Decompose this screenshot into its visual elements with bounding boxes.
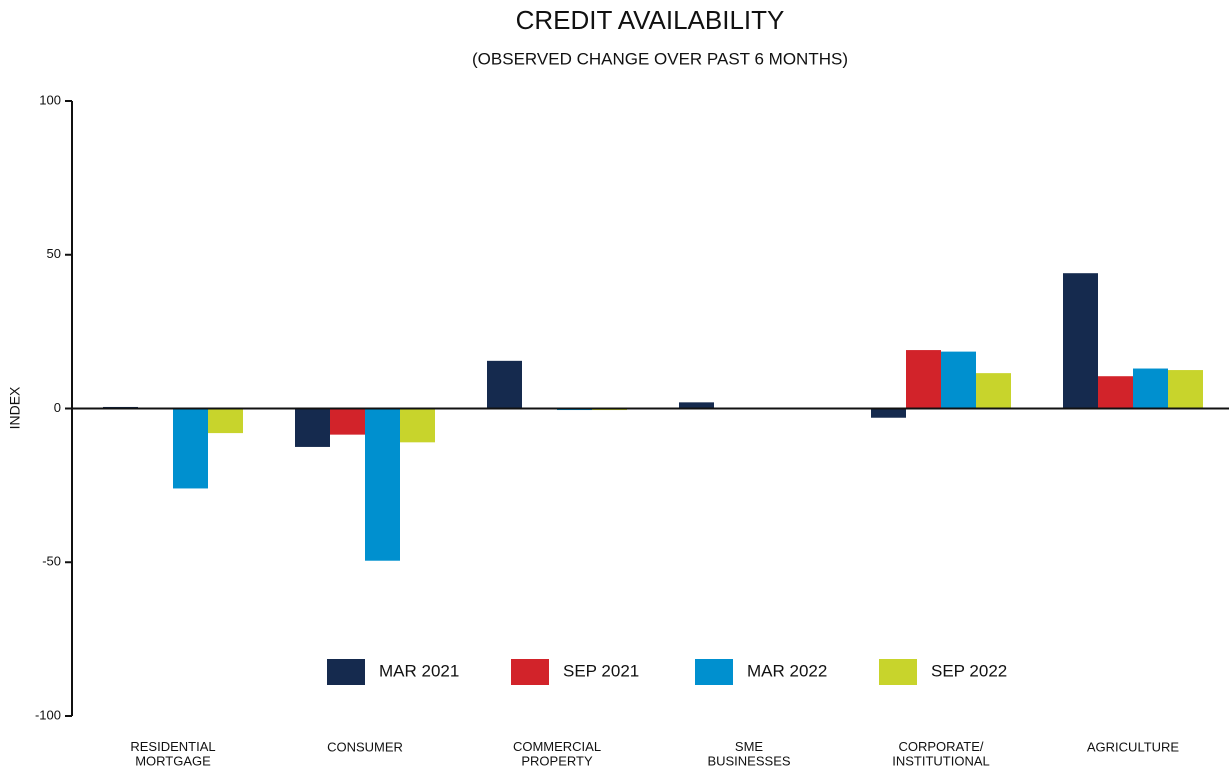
- bar: [295, 408, 330, 447]
- bar: [1168, 370, 1203, 409]
- y-tick-label: -100: [35, 707, 61, 722]
- legend-label: SEP 2021: [563, 661, 639, 680]
- legend-swatch: [511, 659, 549, 685]
- x-tick-label: CONSUMER: [327, 739, 403, 754]
- bar: [1063, 273, 1098, 409]
- bar: [330, 408, 365, 435]
- legend-label: MAR 2022: [747, 661, 827, 680]
- legend-swatch: [695, 659, 733, 685]
- legend-swatch: [327, 659, 365, 685]
- bar: [871, 408, 906, 418]
- bar: [173, 408, 208, 489]
- legend-label: MAR 2021: [379, 661, 459, 680]
- chart-title: CREDIT AVAILABILITY: [516, 5, 785, 35]
- bar: [941, 351, 976, 409]
- bar: [1133, 368, 1168, 409]
- legend-label: SEP 2022: [931, 661, 1007, 680]
- bar: [679, 402, 714, 409]
- bar: [208, 408, 243, 434]
- y-tick-label: -50: [42, 554, 61, 569]
- legend-swatch: [879, 659, 917, 685]
- y-tick-label: 0: [54, 400, 61, 415]
- bar: [487, 360, 522, 409]
- bar: [365, 408, 400, 561]
- y-tick-label: 50: [47, 246, 61, 261]
- x-tick-label: COMMERCIAL PROPERTY: [513, 739, 601, 768]
- bar: [1098, 376, 1133, 409]
- chart-subtitle: (OBSERVED CHANGE OVER PAST 6 MONTHS): [472, 49, 848, 68]
- bar: [906, 350, 941, 409]
- bar: [976, 373, 1011, 409]
- y-tick-label: 100: [39, 92, 61, 107]
- bar: [400, 408, 435, 443]
- y-axis-label: INDEX: [7, 386, 23, 429]
- x-tick-label: SME BUSINESSES: [707, 739, 790, 768]
- x-tick-label: RESIDENTIAL MORTGAGE: [130, 739, 215, 768]
- x-tick-label: AGRICULTURE: [1087, 739, 1180, 754]
- x-tick-label: CORPORATE/INSTITUTIONAL: [892, 739, 990, 768]
